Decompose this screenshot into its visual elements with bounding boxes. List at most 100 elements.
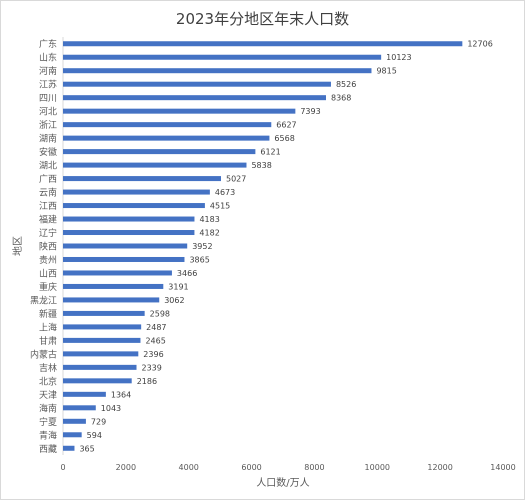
category-label: 山东 xyxy=(39,52,57,64)
category-label: 北京 xyxy=(39,375,57,387)
bar xyxy=(63,378,132,384)
data-label: 2396 xyxy=(143,350,163,359)
bar xyxy=(63,95,326,101)
bar xyxy=(63,310,145,316)
category-label: 青海 xyxy=(39,429,57,441)
bar xyxy=(63,189,210,195)
data-label: 1043 xyxy=(101,404,121,413)
category-label: 黑龙江 xyxy=(30,294,57,306)
bar xyxy=(63,418,86,424)
bar xyxy=(63,81,331,87)
x-tick-label: 6000 xyxy=(241,463,261,472)
bar xyxy=(63,297,160,303)
category-label: 内蒙古 xyxy=(30,348,57,360)
category-label: 西藏 xyxy=(39,443,57,455)
bar xyxy=(63,364,137,370)
data-label: 2186 xyxy=(137,377,157,386)
data-label: 1364 xyxy=(111,390,131,399)
data-label: 4515 xyxy=(210,202,230,211)
data-label: 729 xyxy=(91,417,106,426)
category-label: 辽宁 xyxy=(39,227,57,239)
bar xyxy=(63,230,195,236)
data-label: 9815 xyxy=(376,67,396,76)
data-label: 594 xyxy=(87,431,102,440)
category-label: 云南 xyxy=(39,187,57,199)
bar xyxy=(63,243,188,249)
x-tick-label: 4000 xyxy=(179,463,199,472)
bar xyxy=(63,176,221,182)
category-label: 新疆 xyxy=(39,308,57,320)
x-tick-label: 0 xyxy=(60,463,65,472)
data-label: 12706 xyxy=(467,40,492,49)
category-label: 天津 xyxy=(39,390,57,401)
category-label: 重庆 xyxy=(39,281,57,293)
bar xyxy=(63,256,185,262)
data-label: 6121 xyxy=(260,148,280,157)
bar xyxy=(63,41,463,47)
category-label: 河南 xyxy=(39,65,57,77)
data-label: 2598 xyxy=(150,309,170,318)
category-label: 浙江 xyxy=(39,119,57,131)
category-label: 湖北 xyxy=(39,161,57,172)
bar xyxy=(63,135,270,141)
category-label: 福建 xyxy=(39,214,57,226)
bar xyxy=(63,405,96,411)
data-label: 5838 xyxy=(251,161,271,170)
bar xyxy=(63,203,205,209)
category-label: 四川 xyxy=(39,94,57,104)
data-label: 8526 xyxy=(336,80,356,89)
data-label: 8368 xyxy=(331,94,351,103)
category-label: 贵州 xyxy=(39,254,57,266)
category-label: 广东 xyxy=(39,38,57,50)
bar xyxy=(63,162,247,168)
data-label: 3865 xyxy=(189,255,209,264)
bar xyxy=(63,391,106,397)
data-label: 6568 xyxy=(274,134,294,143)
data-label: 7393 xyxy=(300,107,320,116)
category-label: 江西 xyxy=(39,201,57,212)
data-label: 3191 xyxy=(168,282,188,291)
data-label: 3952 xyxy=(192,242,212,251)
data-label: 2339 xyxy=(142,363,162,372)
bar xyxy=(63,351,139,357)
x-axis-title: 人口数/万人 xyxy=(256,476,309,489)
category-label: 河北 xyxy=(39,106,57,118)
data-label: 2487 xyxy=(146,323,166,332)
bar xyxy=(63,445,75,451)
data-label: 5027 xyxy=(226,175,246,184)
category-label: 安徽 xyxy=(39,146,57,158)
bar xyxy=(63,432,82,438)
chart-title: 2023年分地区年末人口数 xyxy=(175,10,350,28)
bar xyxy=(63,216,195,222)
category-label: 广西 xyxy=(39,173,57,185)
category-label: 江苏 xyxy=(39,79,57,91)
category-label: 甘肃 xyxy=(39,335,57,347)
bar xyxy=(63,108,296,114)
bar xyxy=(63,270,172,276)
category-label: 海南 xyxy=(39,402,57,414)
x-tick-label: 8000 xyxy=(304,463,324,472)
x-tick-label: 2000 xyxy=(116,463,136,472)
category-label: 上海 xyxy=(39,321,57,333)
category-label: 湖南 xyxy=(39,133,57,145)
x-tick-label: 10000 xyxy=(365,463,390,472)
y-axis-title: 地区 xyxy=(11,236,24,256)
bar xyxy=(63,122,272,128)
data-label: 4182 xyxy=(199,229,219,238)
category-label: 吉林 xyxy=(39,362,57,374)
category-label: 山西 xyxy=(39,268,57,279)
bar xyxy=(63,54,382,60)
data-label: 365 xyxy=(79,444,94,453)
data-label: 10123 xyxy=(386,53,411,62)
data-label: 4183 xyxy=(199,215,219,224)
data-label: 3062 xyxy=(164,296,184,305)
data-label: 6627 xyxy=(276,121,296,130)
bar xyxy=(63,324,142,330)
data-label: 4673 xyxy=(215,188,235,197)
category-label: 陕西 xyxy=(39,241,57,253)
bar xyxy=(63,337,141,343)
bar xyxy=(63,149,256,155)
bar xyxy=(63,283,164,289)
data-label: 2465 xyxy=(145,336,165,345)
